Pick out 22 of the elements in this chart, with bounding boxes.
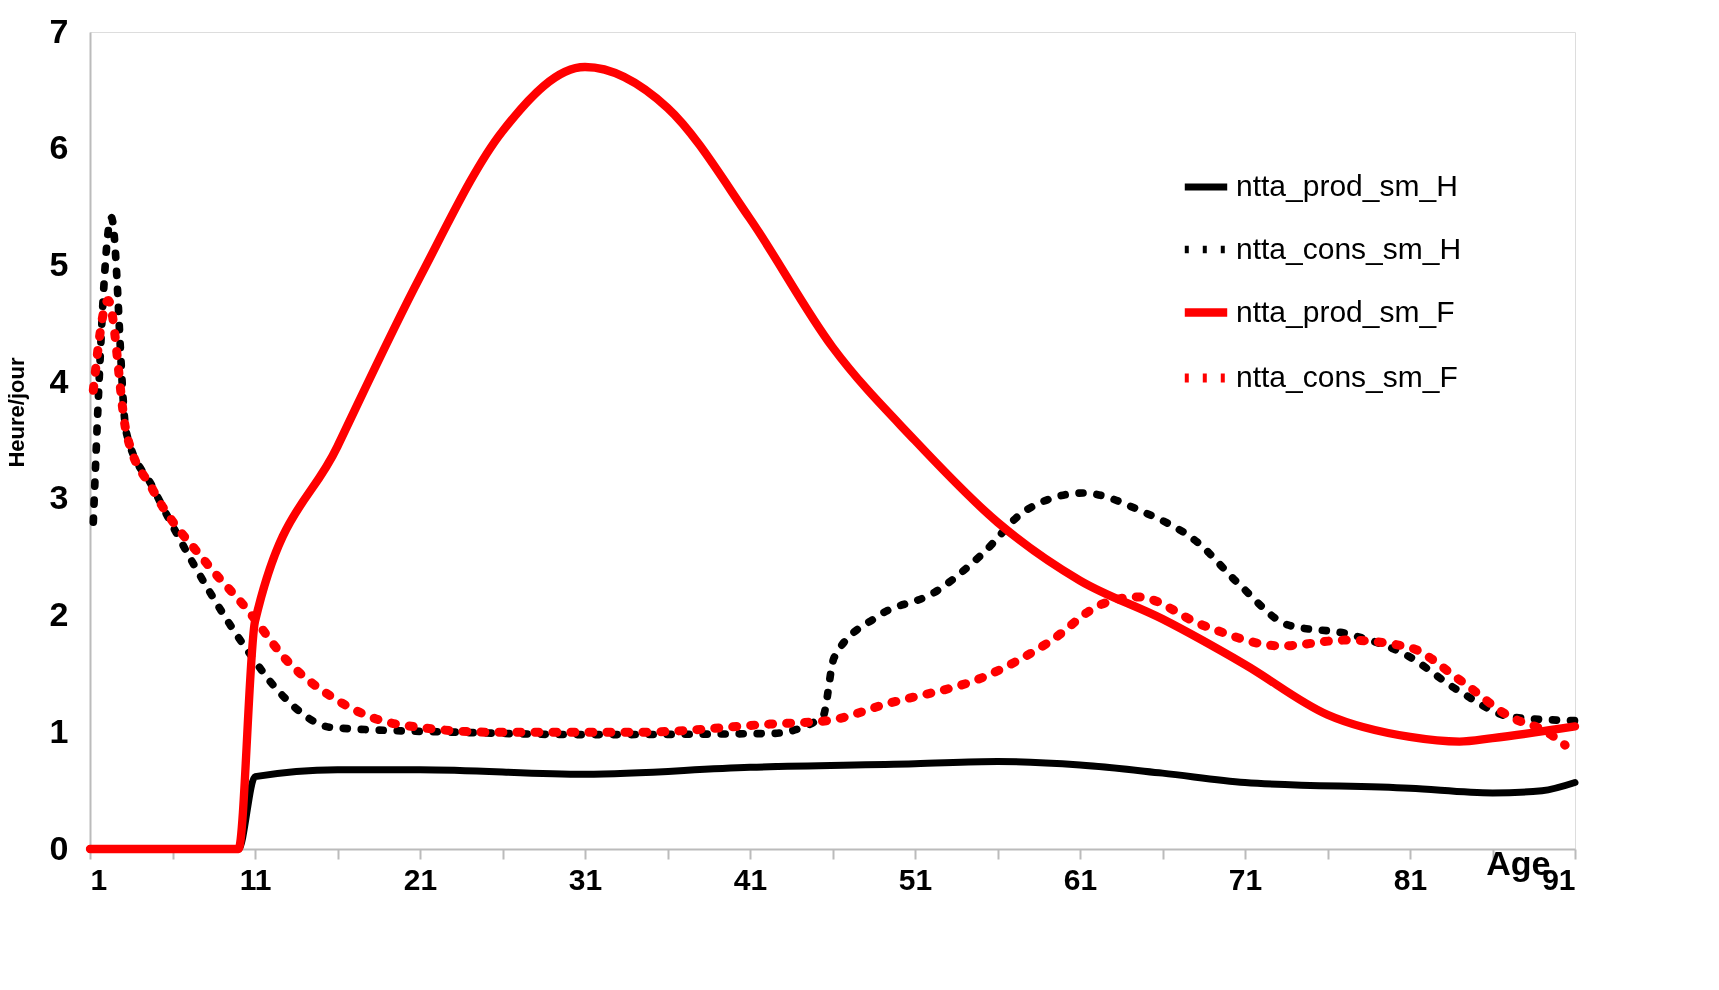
y-tick-label: 0 [49,828,69,867]
x-tick-label: 21 [403,862,438,896]
y-tick-label: 6 [49,128,69,167]
legend-label: ntta_prod_sm_H [1236,169,1458,202]
x-tick-label: 41 [733,862,768,896]
legend-label: ntta_cons_sm_F [1236,360,1458,393]
y-tick-label: 1 [49,711,69,750]
x-tick-label: 51 [898,862,933,896]
y-tick-label: 3 [49,478,69,517]
legend-label: ntta_cons_sm_H [1236,231,1462,265]
y-tick-label: 4 [49,361,69,400]
x-tick-label: 81 [1393,862,1428,896]
y-tick-label: 7 [49,11,69,50]
y-tick-label: 5 [49,244,69,283]
y-axis-title: Heure/jour [3,357,29,468]
y-tick-label: 2 [49,595,69,634]
legend-label: ntta_prod_sm_F [1236,294,1455,328]
x-tick-label: 61 [1063,862,1098,896]
x-tick-label: 71 [1228,862,1263,896]
x-tick-label: 1 [90,862,108,896]
x-tick-label: 31 [568,862,603,896]
x-tick-label: 11 [239,862,272,896]
